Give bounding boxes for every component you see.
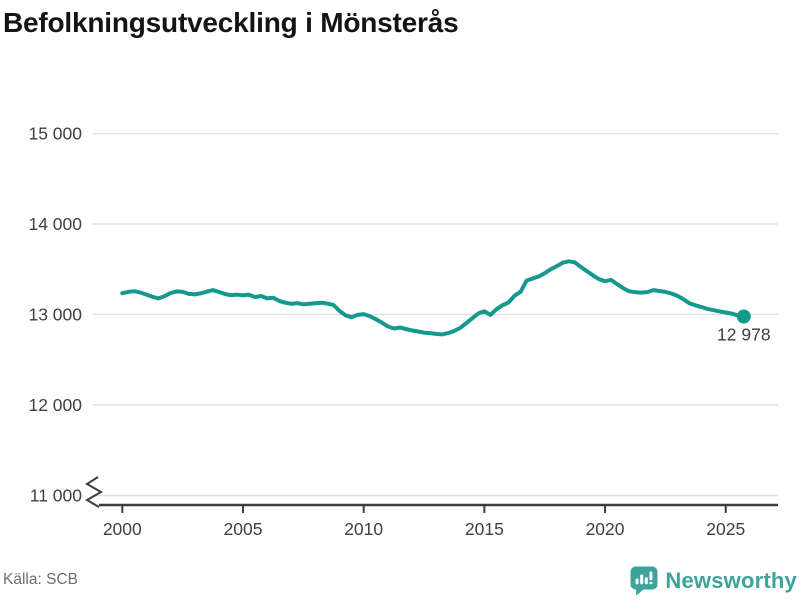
- x-tick-label: 2005: [224, 519, 263, 539]
- source-label: Källa: SCB: [3, 571, 78, 588]
- x-tick-label: 2015: [465, 519, 504, 539]
- newsworthy-bars-icon: [630, 566, 658, 596]
- y-tick-label: 12 000: [28, 395, 82, 415]
- y-tick-label: 15 000: [28, 124, 82, 144]
- x-tick-label: 2010: [344, 519, 383, 539]
- gridlines: [93, 132, 778, 497]
- x-tick-label: 2000: [103, 519, 142, 539]
- x-tick-label: 2020: [586, 519, 625, 539]
- y-axis-labels: 15 000 14 000 13 000 12 000 11 000: [28, 124, 82, 506]
- y-tick-label: 13 000: [28, 305, 82, 325]
- x-axis-labels: 2000 2005 2010 2015 2020 2025: [103, 519, 745, 539]
- newsworthy-logo[interactable]: Newsworthy: [630, 566, 797, 596]
- newsworthy-wordmark: Newsworthy: [665, 568, 797, 593]
- y-tick-label: 14 000: [28, 214, 82, 234]
- x-tick-label: 2025: [706, 519, 745, 539]
- axis-break-icon: [85, 476, 104, 508]
- population-line: [120, 259, 746, 337]
- x-axis: [99, 503, 778, 513]
- y-tick-label: 11 000: [30, 486, 82, 506]
- chart-title: Befolkningsutveckling i Mönsterås: [3, 7, 459, 38]
- end-value-label: 12 978: [717, 325, 771, 345]
- end-point-dot: [736, 309, 751, 324]
